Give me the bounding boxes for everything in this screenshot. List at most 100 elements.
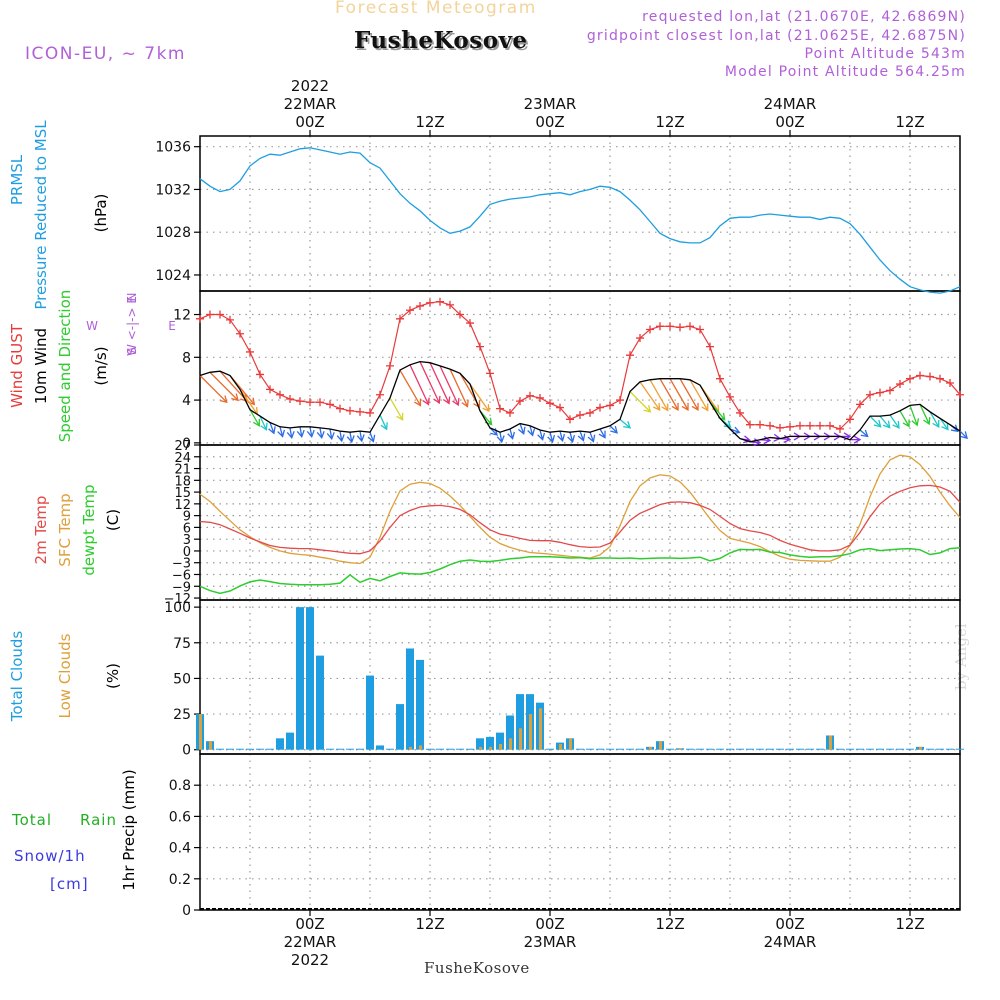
low-cloud-bar [679, 748, 682, 750]
gust-marker [586, 408, 594, 417]
x-tick-label: 2022 [291, 77, 329, 95]
wind-arrow-shaft [279, 426, 284, 437]
gust-marker [806, 421, 814, 430]
wind-arrow-head [598, 430, 606, 439]
total-cloud-bar [956, 748, 964, 750]
wind-arrow-shaft [289, 427, 293, 438]
total-cloud-bar [946, 748, 954, 750]
total-cloud-bar [546, 748, 554, 750]
total-cloud-bar [286, 732, 294, 750]
x-tick-label: 00Z [295, 915, 324, 933]
y-tick-label: −6 [172, 568, 191, 583]
x-tick-label: 24MAR [764, 95, 817, 113]
wind-arrow-shaft [879, 415, 891, 429]
gust-marker [616, 396, 624, 405]
wind-arrow [286, 427, 295, 440]
wind-arrow-head [547, 434, 556, 444]
wind-arrow [869, 415, 882, 428]
x-tick-label: 23MAR [524, 95, 577, 113]
direction-axis-label: Speed and Direction [56, 290, 74, 443]
y-tick-label: 1036 [155, 140, 191, 156]
wind-arrow-shaft [299, 426, 303, 437]
model-point-altitude: Model Point Altitude 564.25m [724, 64, 966, 80]
wind-arrow-head [567, 434, 576, 444]
gust-marker [326, 400, 334, 409]
wind-arrow-head [681, 402, 689, 411]
gust-marker [336, 404, 344, 413]
wind-arrow-shaft [919, 404, 930, 425]
total-cloud-bar [886, 748, 894, 750]
total-cloud-bar [796, 748, 804, 750]
gust-marker [266, 385, 274, 394]
total-cloud-bar [756, 748, 764, 750]
wind-arrow-head [701, 403, 709, 412]
total-cloud-bar [896, 748, 904, 750]
wind-arrow [659, 378, 679, 411]
panel-frame [199, 290, 961, 446]
wind-arrow-shaft [379, 414, 388, 430]
clouds-units-label: (%) [104, 663, 122, 689]
y-tick-label: 0.2 [169, 872, 191, 888]
compass-north: N [125, 293, 139, 302]
model-label: ICON-EU, ~ 7km [25, 44, 186, 64]
wind-arrow-head [336, 434, 345, 443]
total-cloud-bar [236, 748, 244, 750]
y-tick-label: 0 [182, 903, 191, 919]
wind-arrow-shaft [859, 429, 869, 437]
y-tick-label: 4 [182, 393, 191, 409]
gust-marker [426, 298, 434, 307]
wind-arrow-head [661, 403, 669, 412]
total-cloud-bar [436, 748, 444, 750]
wind-arrow-head [853, 435, 862, 444]
wind-arrow-head [346, 435, 355, 444]
wind-arrow [296, 426, 305, 438]
gust-marker [896, 380, 904, 389]
wind-arrow [429, 362, 451, 405]
x-tick-label: 00Z [295, 113, 324, 131]
gust-marker [306, 398, 314, 407]
wind-arrow-shaft [659, 378, 679, 411]
wind-arrow-shaft [209, 371, 239, 401]
sfc-temp-axis-label: SFC Temp [56, 493, 74, 566]
wind-arrow-head [892, 420, 900, 429]
wind-arrow-shaft [929, 411, 940, 428]
y-tick-label: 0.4 [169, 841, 191, 857]
wind-arrow-shaft [199, 375, 228, 403]
gust-marker [576, 411, 584, 420]
wind-arrow-shaft [219, 370, 248, 402]
y-tick-label: 0 [182, 743, 191, 759]
wind-arrow [219, 370, 248, 403]
wind-arrow-head [316, 430, 325, 440]
wind-arrow-shaft [349, 432, 353, 443]
low-cloud-bar [499, 744, 502, 750]
gust-marker [846, 415, 854, 424]
point-altitude: Point Altitude 543m [804, 46, 966, 62]
wind-arrow-head [277, 429, 286, 438]
total-cloud-bar [746, 748, 754, 750]
x-tick-label: 12Z [415, 113, 444, 131]
gust-marker [886, 386, 894, 395]
gust-marker [466, 319, 474, 328]
total-cloud-bar [776, 748, 784, 750]
y-tick-label: 75 [173, 636, 191, 652]
wind-arrow [199, 375, 228, 404]
gust-marker [906, 374, 914, 383]
gust-marker [826, 421, 834, 430]
gust-marker [686, 322, 694, 331]
wind-arrow-shaft [439, 365, 459, 406]
total-cloud-bar [426, 748, 434, 750]
total-cloud-bar [256, 748, 264, 750]
wind-arrow-shaft [339, 430, 343, 442]
compass-west: W [86, 319, 98, 333]
wind-arrow-head [723, 420, 732, 428]
wind-arrow [379, 414, 388, 431]
total-cloud-bar [806, 748, 814, 750]
y-tick-label: 6 [183, 521, 191, 536]
wind-arrow-shaft [639, 381, 661, 411]
x-tick-label: 12Z [655, 113, 684, 131]
total-cloud-bar [726, 748, 734, 750]
cloud-bars [196, 607, 964, 750]
gust-marker [656, 322, 664, 331]
wind-arrow-shaft [239, 389, 258, 415]
total-cloud-bar [516, 694, 524, 750]
